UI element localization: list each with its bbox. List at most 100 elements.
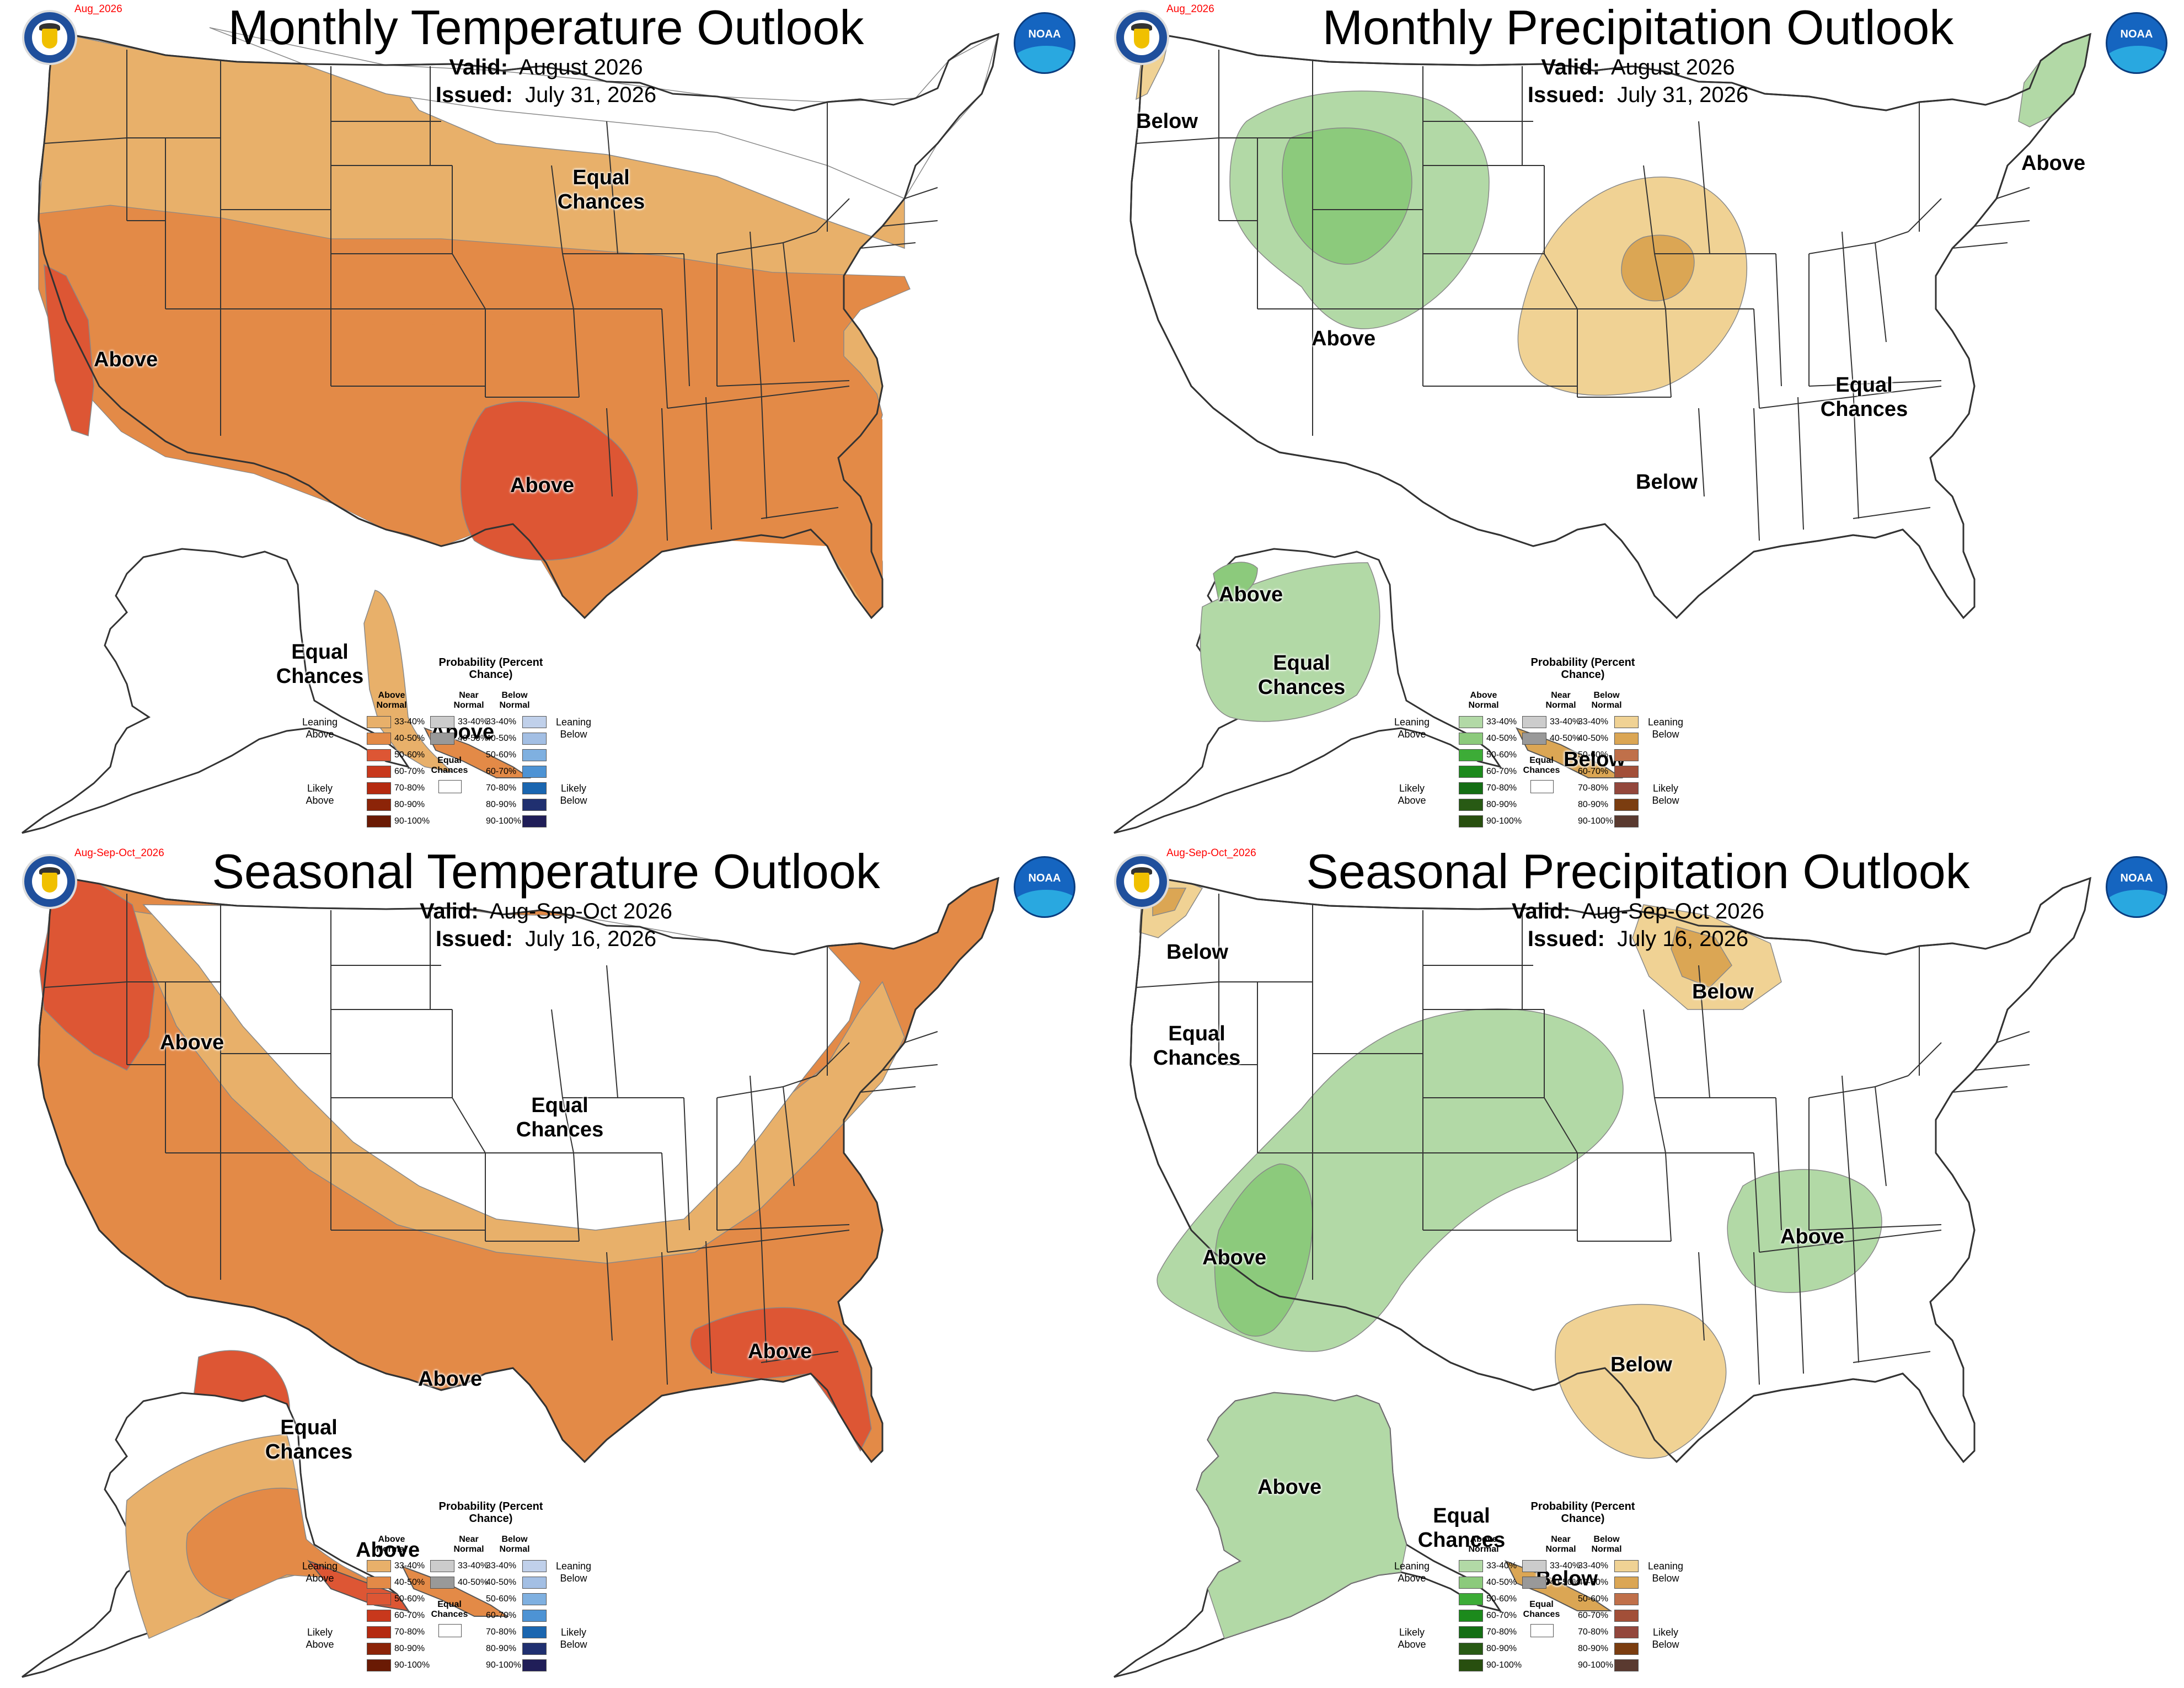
panel-seasonal-precipitation: Aug-Sep-Oct_2026 NOAA Seasonal Precipita… [1092, 844, 2184, 1688]
temp-above-50-60-south [460, 401, 639, 561]
label-above-west: Above [1312, 327, 1376, 350]
legend-title: Probability (Percent Chance) [1530, 656, 1635, 681]
legend-above-swatch [1459, 749, 1483, 761]
legend-near-swatch [430, 733, 454, 745]
valid-value: Aug-Sep-Oct 2026 [489, 899, 673, 923]
label-below-nw: Below [1136, 110, 1198, 133]
legend-above-swatch [367, 799, 391, 811]
legend-above-swatch [1459, 1560, 1483, 1572]
legend-above-swatch [1459, 733, 1483, 745]
legend-above-range-label: 60-70% [1486, 1611, 1517, 1620]
legend-below-swatch [1614, 799, 1639, 811]
probability-legend: Probability (Percent Chance) Above Norma… [1394, 656, 1683, 833]
legend-below-range-label: 50-60% [1578, 1594, 1609, 1604]
legend-above-swatch [367, 782, 391, 794]
legend-below-header: Below Normal [499, 1535, 530, 1554]
issued-value: July 16, 2026 [1617, 927, 1749, 951]
issued-label: Issued: [1527, 83, 1605, 107]
legend-equal-chances: Equal Chances [431, 1600, 468, 1619]
map-seasonal-temperature [21, 875, 999, 1678]
legend-above-range-label: 40-50% [1486, 1578, 1517, 1587]
legend-near-range-label: 40-50% [458, 734, 489, 743]
legend-above-range-label: 70-80% [1486, 783, 1517, 793]
valid-line: Valid: August 2026 [1092, 55, 2184, 80]
legend-above-range-label: 80-90% [394, 800, 425, 809]
legend-above-swatch [367, 716, 391, 728]
legend-below-header: Below Normal [1591, 1535, 1622, 1554]
legend-below-range-label: 70-80% [1578, 1627, 1609, 1637]
legend-near-swatch [430, 1577, 454, 1589]
legend-below-range-label: 90-100% [486, 816, 522, 826]
product-tag: Aug-Sep-Oct_2026 [74, 847, 164, 859]
legend-above-header: Above Normal [376, 691, 407, 710]
label-alaska-equal-chances: Equal Chances [1417, 1504, 1506, 1552]
legend-below-range-label: 33-40% [486, 1561, 517, 1571]
probability-legend: Probability (Percent Chance) Above Norma… [302, 656, 591, 833]
legend-near-header: Near Normal [1545, 691, 1576, 710]
valid-label: Valid: [419, 899, 479, 923]
label-below-south: Below [1636, 471, 1698, 494]
label-equal-chances: Equal Chances [516, 1094, 604, 1141]
label-equal-chances: Equal Chances [1153, 1022, 1241, 1070]
legend-below-range-label: 70-80% [486, 1627, 517, 1637]
legend-above-swatch [1459, 1593, 1483, 1605]
product-tag: Aug_2026 [1166, 3, 1214, 15]
legend-below-range-label: 60-70% [486, 1611, 517, 1620]
label-above-nw: Above [160, 1031, 224, 1054]
legend-below-range-label: 90-100% [1578, 1660, 1614, 1670]
legend-below-range-label: 60-70% [1578, 767, 1609, 776]
legend-equal-chances-swatch [438, 780, 462, 793]
legend-above-swatch [367, 749, 391, 761]
legend-above-range-label: 80-90% [394, 1644, 425, 1653]
legend-likely-below: Likely Below [560, 783, 587, 806]
panel-monthly-temperature: Aug_2026 NOAA Monthly Temperature Outloo… [0, 0, 1092, 844]
legend-near-range-label: 33-40% [1550, 717, 1581, 727]
legend-below-range-label: 50-60% [1578, 750, 1609, 760]
legend-above-swatch [1459, 1610, 1483, 1622]
legend-below-range-label: 80-90% [486, 800, 517, 809]
legend-below-range-label: 33-40% [486, 717, 517, 727]
legend-likely-above: Likely Above [306, 783, 334, 806]
legend-above-range-label: 40-50% [394, 1578, 425, 1587]
legend-above-range-label: 50-60% [1486, 1594, 1517, 1604]
legend-above-swatch [367, 1643, 391, 1655]
legend-near-swatch [430, 716, 454, 728]
legend-above-range-label: 90-100% [1486, 1660, 1522, 1670]
temp-above-50-60-nw [39, 875, 155, 1071]
panel-monthly-precipitation: Aug_2026 NOAA Monthly Precipitation Outl… [1092, 0, 2184, 844]
legend-below-swatch [522, 1610, 547, 1622]
legend-title: Probability (Percent Chance) [438, 1500, 543, 1525]
label-above-ne: Above [2021, 152, 2086, 175]
legend-equal-chances: Equal Chances [431, 756, 468, 775]
legend-below-swatch [1614, 1610, 1639, 1622]
legend-below-range-label: 40-50% [486, 1578, 517, 1587]
valid-label: Valid: [449, 55, 508, 79]
legend-likely-below: Likely Below [1652, 1627, 1679, 1650]
legend-below-swatch [1614, 815, 1639, 827]
noaa-logo: NOAA [2106, 12, 2167, 74]
legend-below-range-label: 33-40% [1578, 717, 1609, 727]
legend-below-swatch [1614, 1659, 1639, 1671]
label-above-west: Above [1202, 1246, 1267, 1269]
legend-below-range-label: 33-40% [1578, 1561, 1609, 1571]
panel-title: Monthly Precipitation Outlook [1322, 0, 1954, 55]
legend-below-range-label: 40-50% [486, 734, 517, 743]
label-above-texas: Above [418, 1368, 483, 1391]
valid-line: Valid: Aug-Sep-Oct 2026 [0, 899, 1092, 924]
legend-near-swatch [430, 1560, 454, 1572]
valid-line: Valid: August 2026 [0, 55, 1092, 80]
legend-above-swatch [1459, 815, 1483, 827]
legend-below-swatch [1614, 1560, 1639, 1572]
legend-below-swatch [1614, 766, 1639, 778]
legend-below-swatch [522, 1560, 547, 1572]
legend-above-range-label: 50-60% [1486, 750, 1517, 760]
legend-leaning-above: Leaning Above [302, 1561, 338, 1584]
legend-likely-above: Likely Above [306, 1627, 334, 1650]
probability-legend: Probability (Percent Chance) Above Norma… [1394, 1500, 1683, 1677]
temp-above-50-60-west [44, 264, 94, 437]
legend-above-range-label: 33-40% [1486, 1561, 1517, 1571]
map-seasonal-precipitation [1113, 875, 2091, 1678]
dry-region-texas [1555, 1304, 1727, 1459]
label-alaska-equal-chances: Equal Chances [1257, 651, 1346, 699]
probability-legend: Probability (Percent Chance) Above Norma… [302, 1500, 591, 1677]
